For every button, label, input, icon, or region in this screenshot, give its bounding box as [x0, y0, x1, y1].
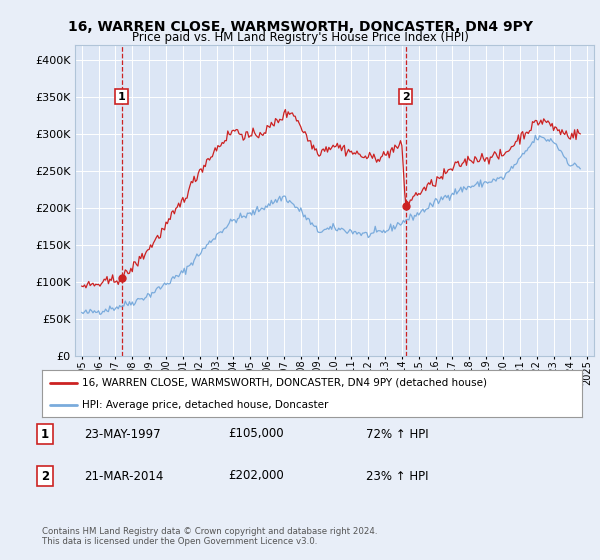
- Text: £202,000: £202,000: [228, 469, 284, 483]
- Text: 23% ↑ HPI: 23% ↑ HPI: [366, 469, 428, 483]
- Text: 1: 1: [118, 92, 126, 101]
- Text: Contains HM Land Registry data © Crown copyright and database right 2024.
This d: Contains HM Land Registry data © Crown c…: [42, 526, 377, 546]
- Text: 72% ↑ HPI: 72% ↑ HPI: [366, 427, 428, 441]
- Text: 16, WARREN CLOSE, WARMSWORTH, DONCASTER, DN4 9PY: 16, WARREN CLOSE, WARMSWORTH, DONCASTER,…: [67, 20, 533, 34]
- Text: Price paid vs. HM Land Registry's House Price Index (HPI): Price paid vs. HM Land Registry's House …: [131, 31, 469, 44]
- Text: 2: 2: [402, 92, 409, 101]
- Text: 1: 1: [41, 427, 49, 441]
- Text: 2: 2: [41, 469, 49, 483]
- Text: £105,000: £105,000: [228, 427, 284, 441]
- Text: 23-MAY-1997: 23-MAY-1997: [84, 427, 161, 441]
- Text: 21-MAR-2014: 21-MAR-2014: [84, 469, 163, 483]
- Text: HPI: Average price, detached house, Doncaster: HPI: Average price, detached house, Donc…: [83, 400, 329, 410]
- Text: 16, WARREN CLOSE, WARMSWORTH, DONCASTER, DN4 9PY (detached house): 16, WARREN CLOSE, WARMSWORTH, DONCASTER,…: [83, 378, 487, 388]
